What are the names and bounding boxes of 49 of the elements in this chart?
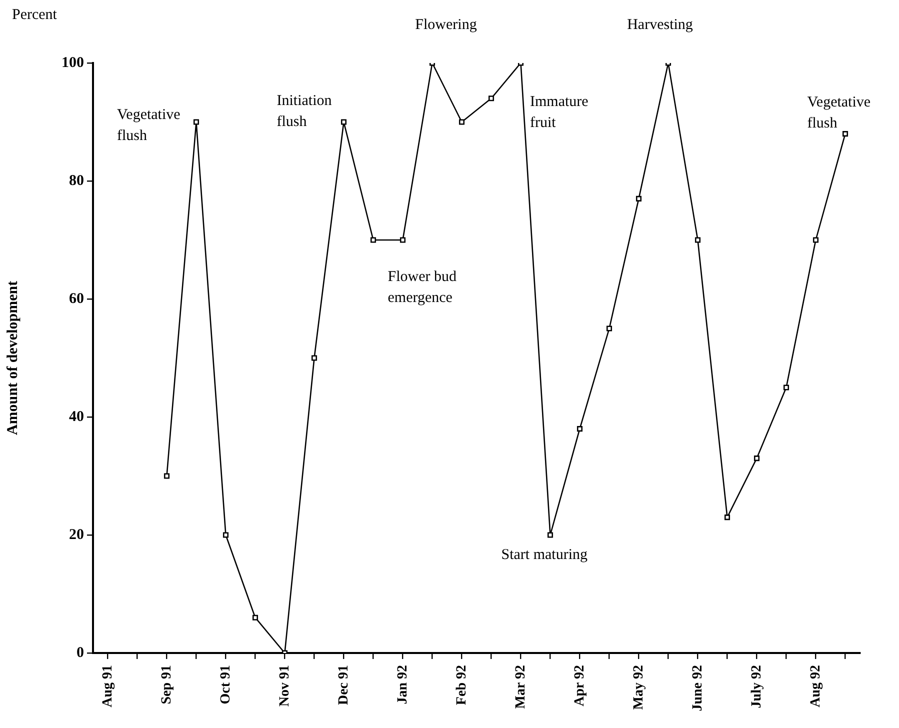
point xyxy=(222,532,229,538)
point xyxy=(636,196,642,202)
point xyxy=(576,426,583,432)
point xyxy=(842,131,848,137)
x-tick-label: Mar 92 xyxy=(513,665,528,709)
x-tick-label: May 92 xyxy=(631,665,646,710)
text: Flowering xyxy=(415,16,478,33)
x-tick-label: Aug 92 xyxy=(808,665,824,708)
annotation: Initiation flush xyxy=(276,92,332,130)
annotation: Vegetative flush xyxy=(807,94,871,132)
point xyxy=(694,237,701,243)
annotation: Start maturing xyxy=(501,546,588,563)
point xyxy=(311,355,318,361)
point xyxy=(783,384,790,390)
x-tick-label: Jan 92 xyxy=(395,665,410,704)
y-tick-label: 0 xyxy=(76,644,84,661)
point xyxy=(488,96,494,102)
y-tick-label: 80 xyxy=(69,172,84,189)
annotation: Vegetative flush xyxy=(117,106,181,144)
point xyxy=(400,237,406,243)
y-tick-label: 20 xyxy=(69,526,84,543)
x-tick-label: Apr 92 xyxy=(572,665,588,706)
point xyxy=(193,119,200,125)
y-tick-label: 100 xyxy=(62,54,84,71)
annotation: Flower bud emergence xyxy=(388,268,457,306)
point xyxy=(812,237,819,243)
text: Percent xyxy=(12,6,58,23)
point xyxy=(547,532,554,538)
point xyxy=(370,237,376,243)
point xyxy=(754,456,760,462)
y-tick-label: 40 xyxy=(69,408,84,425)
point xyxy=(340,119,347,125)
y-axis-title: Amount of development xyxy=(4,280,21,436)
point xyxy=(724,514,730,520)
x-tick-label: Sep 91 xyxy=(159,665,174,704)
point xyxy=(252,614,258,620)
x-tick-label: July 92 xyxy=(749,665,764,708)
x-tick-label: Aug 91 xyxy=(100,665,116,708)
text: Harvesting xyxy=(627,16,694,33)
point xyxy=(458,119,465,125)
x-tick-label: Oct 91 xyxy=(218,665,234,704)
x-tick-label: Dec 91 xyxy=(336,665,352,706)
annotation: Immature fruit xyxy=(530,94,589,131)
point xyxy=(606,326,612,332)
x-tick-label: June 92 xyxy=(690,665,706,712)
point xyxy=(164,473,170,479)
x-tick-label: Feb 92 xyxy=(454,665,470,706)
x-tick-label: Nov 91 xyxy=(277,665,292,707)
y-tick-label: 60 xyxy=(69,290,84,307)
